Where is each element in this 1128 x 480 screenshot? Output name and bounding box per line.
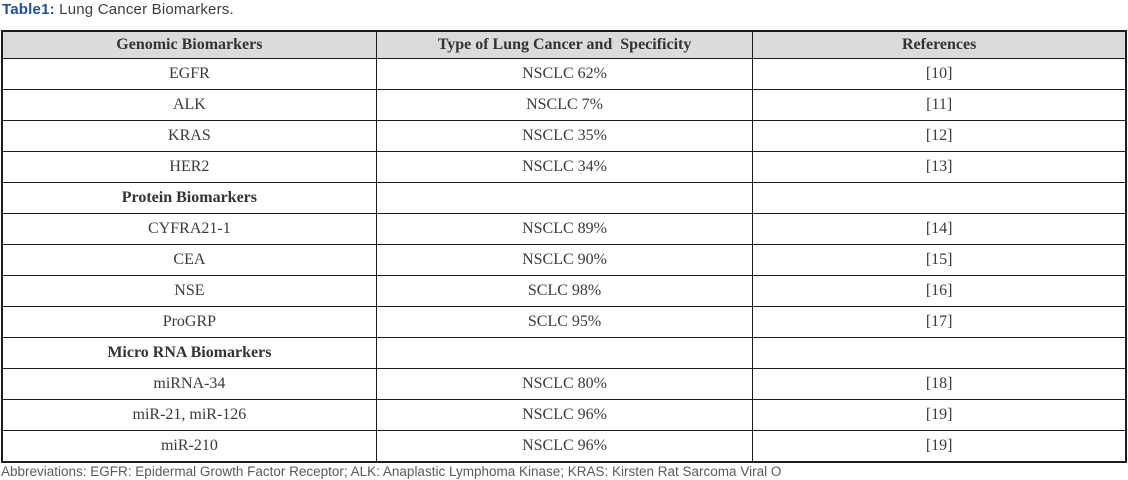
table-row: CYFRA21-1 NSCLC 89% [14] bbox=[1, 213, 1127, 245]
table-cell: [11] bbox=[752, 89, 1127, 121]
table-cell: [19] bbox=[752, 430, 1127, 463]
table-cell: KRAS bbox=[1, 120, 377, 152]
table-cell: NSE bbox=[1, 275, 377, 307]
section-row: Micro RNA Biomarkers bbox=[1, 337, 1127, 369]
column-header: Type of Lung Cancer and Specificity bbox=[375, 30, 754, 59]
table-cell: [13] bbox=[752, 151, 1127, 183]
table-row: ALK NSCLC 7% [11] bbox=[1, 89, 1127, 121]
table-cell: CEA bbox=[1, 244, 377, 276]
table-cell: SCLC 98% bbox=[375, 275, 754, 307]
lung-cancer-biomarkers-table: Genomic Biomarkers Type of Lung Cancer an… bbox=[1, 30, 1127, 463]
table-cell: NSCLC 96% bbox=[375, 399, 754, 431]
table-cell: SCLC 95% bbox=[375, 306, 754, 338]
table-row: miR-21, miR-126 NSCLC 96% [19] bbox=[1, 399, 1127, 431]
table-cell: [10] bbox=[752, 58, 1127, 90]
table-cell: miR-21, miR-126 bbox=[1, 399, 377, 431]
table-cell: [16] bbox=[752, 275, 1127, 307]
table-row: CEA NSCLC 90% [15] bbox=[1, 244, 1127, 276]
table-row: NSE SCLC 98% [16] bbox=[1, 275, 1127, 307]
table-cell: ALK bbox=[1, 89, 377, 121]
table-cell: [14] bbox=[752, 213, 1127, 245]
table-cell: Micro RNA Biomarkers bbox=[1, 337, 377, 369]
section-row: Protein Biomarkers bbox=[1, 182, 1127, 214]
column-header: Genomic Biomarkers bbox=[1, 30, 377, 59]
table-row: ProGRP SCLC 95% [17] bbox=[1, 306, 1127, 338]
table-cell: [19] bbox=[752, 399, 1127, 431]
table-cell: NSCLC 35% bbox=[375, 120, 754, 152]
table-cell: EGFR bbox=[1, 58, 377, 90]
column-header: References bbox=[752, 30, 1127, 59]
table-row: miRNA-34 NSCLC 80% [18] bbox=[1, 368, 1127, 400]
abbreviations-footnote: Abbreviations: EGFR: Epidermal Growth Fa… bbox=[1, 464, 782, 479]
table-cell: NSCLC 34% bbox=[375, 151, 754, 183]
table-cell: NSCLC 7% bbox=[375, 89, 754, 121]
table-cell: HER2 bbox=[1, 151, 377, 183]
table-cell bbox=[752, 337, 1127, 369]
table-cell: NSCLC 90% bbox=[375, 244, 754, 276]
table-cell: [18] bbox=[752, 368, 1127, 400]
table-cell: [17] bbox=[752, 306, 1127, 338]
table-caption-label: Table1: bbox=[2, 1, 55, 18]
table-cell: miRNA-34 bbox=[1, 368, 377, 400]
table-cell: NSCLC 96% bbox=[375, 430, 754, 463]
table-cell: NSCLC 80% bbox=[375, 368, 754, 400]
table-caption: Table1: Lung Cancer Biomarkers. bbox=[0, 0, 1128, 18]
table-cell bbox=[375, 182, 754, 214]
table-cell: NSCLC 89% bbox=[375, 213, 754, 245]
table-cell: miR-210 bbox=[1, 430, 377, 463]
table-row: miR-210 NSCLC 96% [19] bbox=[1, 430, 1127, 463]
table-cell: Protein Biomarkers bbox=[1, 182, 377, 214]
table-cell: [15] bbox=[752, 244, 1127, 276]
table-cell: [12] bbox=[752, 120, 1127, 152]
table-row: HER2 NSCLC 34% [13] bbox=[1, 151, 1127, 183]
table-caption-text: Lung Cancer Biomarkers. bbox=[54, 1, 234, 18]
table-row: EGFR NSCLC 62% [10] bbox=[1, 58, 1127, 90]
table-cell bbox=[752, 182, 1127, 214]
table-cell bbox=[375, 337, 754, 369]
header-row: Genomic Biomarkers Type of Lung Cancer an… bbox=[1, 30, 1127, 59]
table-cell: ProGRP bbox=[1, 306, 377, 338]
table-row: KRAS NSCLC 35% [12] bbox=[1, 120, 1127, 152]
table-cell: NSCLC 62% bbox=[375, 58, 754, 90]
table-cell: CYFRA21-1 bbox=[1, 213, 377, 245]
